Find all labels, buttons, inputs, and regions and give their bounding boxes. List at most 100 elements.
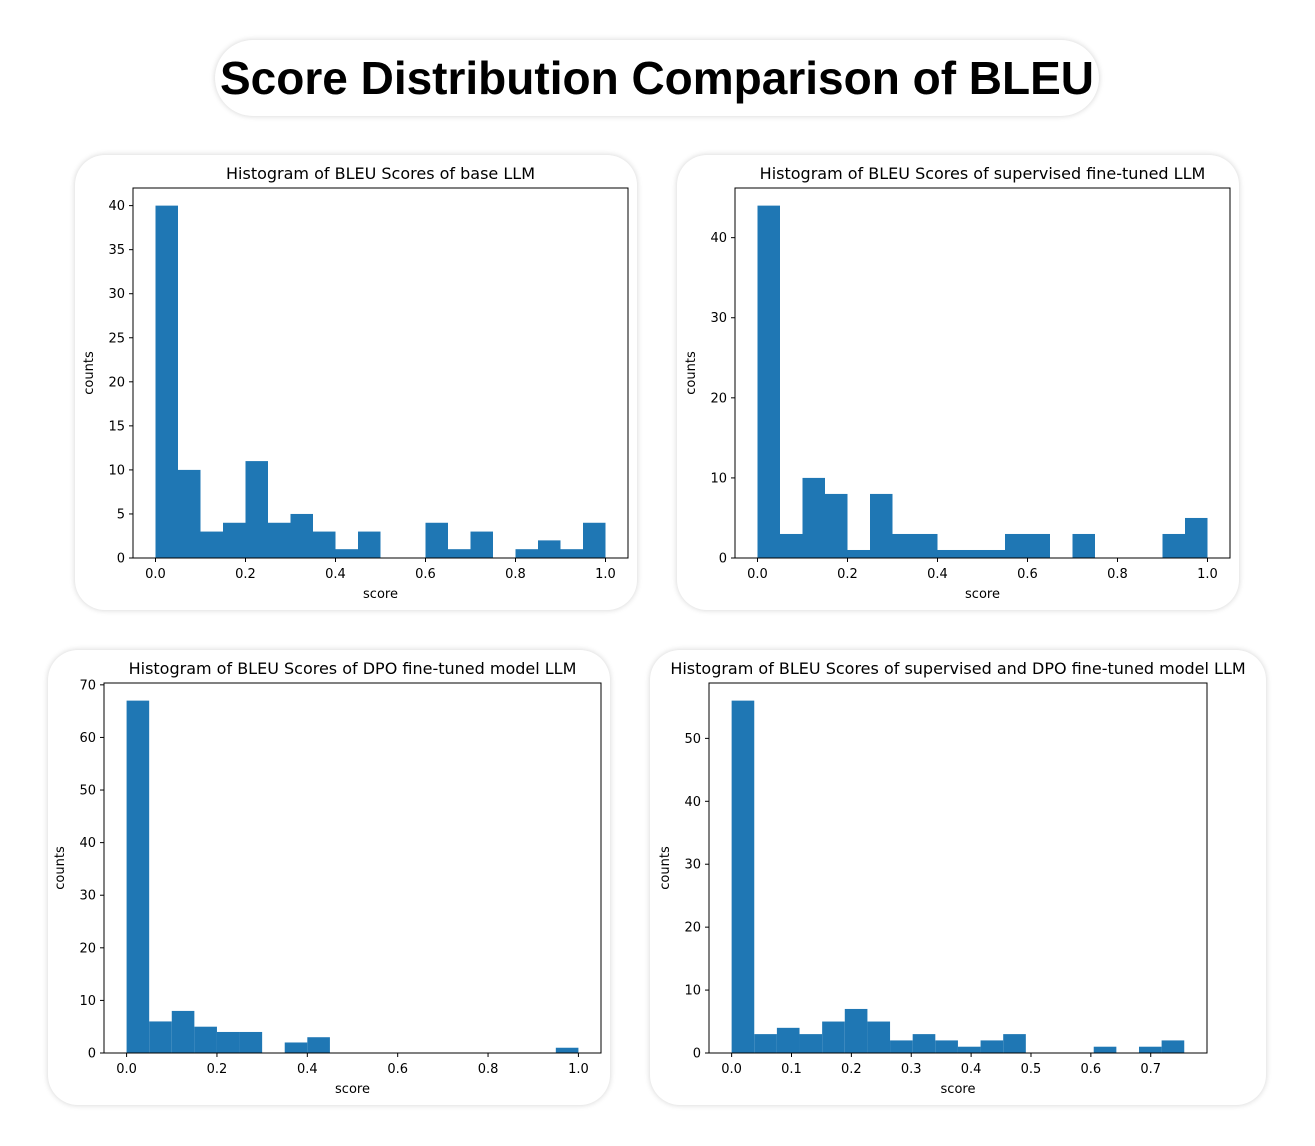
y-tick-label: 60 (79, 731, 96, 746)
histogram-bar (126, 700, 150, 1053)
histogram-bar (1138, 1046, 1162, 1053)
histogram-bar (313, 531, 336, 558)
histogram-bar (200, 531, 223, 558)
y-tick-label: 30 (79, 889, 96, 904)
histogram-dpo-fine-tuned: 0.0 0.2 0.4 0.6 0.8 1.0 0 10 20 30 40 50 60 70 Histogr… (53, 659, 602, 1097)
histogram-bar (335, 549, 358, 558)
histogram-bar (358, 531, 381, 558)
histogram-bar (912, 1034, 936, 1053)
y-tick-label: 10 (79, 994, 96, 1009)
y-tick-label: 30 (710, 311, 727, 326)
y-tick-label: 35 (108, 243, 125, 258)
x-tick-label: 0.6 (415, 567, 436, 582)
x-tick-label: 0.0 (721, 1062, 742, 1077)
histogram-bar (1185, 517, 1208, 558)
plot-frame (132, 187, 629, 559)
histogram-bar (1162, 533, 1185, 558)
x-tick-label: 0.8 (478, 1062, 499, 1077)
histogram-bar (982, 549, 1005, 558)
y-tick-label: 20 (108, 375, 125, 390)
plot-frame (708, 682, 1208, 1054)
x-tick-label: 0.4 (297, 1062, 318, 1077)
y-tick-label: 50 (79, 784, 96, 799)
histogram-bar (448, 549, 471, 558)
histogram-bar (560, 549, 583, 558)
histogram-bar (844, 1008, 868, 1053)
histogram-bar (239, 1031, 263, 1053)
histogram-supervised-fine-tuned: 0.0 0.2 0.4 0.6 0.8 1.0 0 10 20 30 40 Histogram of … (684, 164, 1231, 602)
x-axis-label: score (335, 1082, 370, 1097)
chart-title: Histogram of BLEU Scores of DPO fine-tun… (129, 659, 577, 678)
x-tick-label: 0.3 (901, 1062, 922, 1077)
chart-card-dpo: 0.0 0.2 0.4 0.6 0.8 1.0 0 10 20 30 40 50 60 70 Histogr… (48, 650, 610, 1105)
y-axis-label: counts (82, 351, 97, 395)
y-tick-label: 0 (719, 552, 727, 567)
y-tick-label: 0 (693, 1047, 701, 1062)
chart-card-sft: 0.0 0.2 0.4 0.6 0.8 1.0 0 10 20 30 40 Histogram of … (677, 155, 1239, 610)
histogram-bar (290, 513, 313, 558)
y-tick-label: 10 (684, 984, 701, 999)
histogram-bar (178, 469, 201, 558)
histogram-bar (825, 493, 848, 558)
x-tick-label: 0.2 (235, 567, 256, 582)
histogram-bar (245, 461, 268, 558)
x-tick-label: 0.0 (116, 1062, 137, 1077)
x-tick-label: 0.4 (325, 567, 346, 582)
histogram-bar (731, 700, 755, 1053)
histogram-bar (757, 205, 780, 558)
x-tick-label: 1.0 (568, 1062, 589, 1077)
x-axis-label: score (965, 587, 1000, 602)
histogram-bar (960, 549, 983, 558)
histogram-bar (149, 1021, 172, 1053)
histogram-bar (171, 1010, 195, 1053)
histogram-bar (1005, 533, 1028, 558)
histogram-base-llm: 0.0 0.2 0.4 0.6 0.8 1.0 0 5 10 15 20 25 30 35 40 Histog… (82, 164, 629, 602)
histogram-bar (194, 1026, 217, 1053)
chart-title: Histogram of BLEU Scores of base LLM (226, 164, 535, 183)
x-tick-label: 0.6 (1017, 567, 1038, 582)
y-tick-label: 40 (684, 795, 701, 810)
histogram-bar (870, 493, 893, 558)
y-tick-label: 10 (710, 471, 727, 486)
histogram-bar (799, 1034, 823, 1053)
histogram-bar (307, 1037, 330, 1053)
y-tick-label: 20 (684, 921, 701, 936)
y-tick-label: 20 (79, 941, 96, 956)
y-axis-label: counts (53, 846, 68, 890)
x-tick-label: 0.2 (837, 567, 858, 582)
chart-card-sft-dpo: 0.0 0.1 0.2 0.3 0.4 0.5 0.6 0.7 0 10 20 30 40 50 Histo… (650, 650, 1266, 1105)
x-tick-label: 0.0 (145, 567, 166, 582)
histogram-bar (425, 522, 448, 558)
x-axis-label: score (941, 1082, 976, 1097)
x-tick-label: 0.2 (841, 1062, 862, 1077)
y-tick-label: 0 (88, 1047, 96, 1062)
plot-frame (734, 187, 1231, 559)
y-tick-label: 10 (108, 463, 125, 478)
x-tick-label: 1.0 (1197, 567, 1218, 582)
histogram-bar (957, 1046, 981, 1053)
histogram-bar (515, 549, 538, 558)
histogram-bar (223, 522, 246, 558)
histogram-bar (1093, 1046, 1117, 1053)
x-tick-label: 0.8 (1107, 567, 1128, 582)
histogram-bar (867, 1021, 891, 1053)
chart-title: Histogram of BLEU Scores of supervised a… (670, 659, 1245, 678)
x-tick-label: 0.6 (1081, 1062, 1102, 1077)
histogram-bar (776, 1027, 800, 1053)
y-tick-label: 70 (79, 678, 96, 693)
y-tick-label: 15 (108, 419, 125, 434)
histogram-bar (780, 533, 803, 558)
x-axis-label: score (363, 587, 398, 602)
page-title: Score Distribution Comparison of BLEU (215, 40, 1099, 116)
y-axis-label: counts (684, 351, 699, 395)
histogram-bar (583, 522, 606, 558)
x-tick-label: 0.6 (387, 1062, 408, 1077)
y-tick-label: 0 (117, 552, 125, 567)
y-tick-label: 40 (108, 199, 125, 214)
chart-card-base: 0.0 0.2 0.4 0.6 0.8 1.0 0 5 10 15 20 25 30 35 40 Histog… (75, 155, 637, 610)
y-axis-label: counts (658, 846, 673, 890)
x-tick-label: 1.0 (595, 567, 616, 582)
y-tick-label: 50 (684, 732, 701, 747)
histogram-bar (1027, 533, 1050, 558)
histogram-bar (915, 533, 938, 558)
